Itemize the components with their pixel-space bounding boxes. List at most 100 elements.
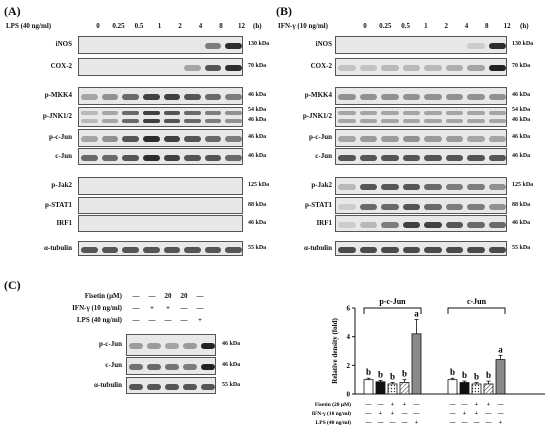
row-label: IRF1 xyxy=(56,218,72,227)
blot-band xyxy=(381,65,399,71)
row-label: p-MKK4 xyxy=(304,91,332,99)
blot-band xyxy=(445,136,463,142)
blot-band xyxy=(402,246,420,253)
blot-band xyxy=(101,136,119,142)
blot-band xyxy=(122,94,139,100)
kda-label: 46 kDa xyxy=(512,219,531,226)
chart-condition-symbol: + xyxy=(475,411,479,417)
blot-band xyxy=(424,184,442,190)
panel-a-label: (A) xyxy=(4,4,21,18)
row-label: COX-2 xyxy=(310,62,332,70)
condition-symbol: — xyxy=(132,316,140,324)
blot-band xyxy=(488,111,506,115)
lane-label: 0.5 xyxy=(134,22,144,30)
bar xyxy=(459,382,470,395)
blot-band xyxy=(338,221,356,228)
bar xyxy=(399,382,410,395)
kda-label: 55 kDa xyxy=(222,381,241,388)
condition-symbol: — xyxy=(180,304,188,312)
blot-band xyxy=(129,364,143,370)
significance-letter: b xyxy=(450,367,455,377)
row-label: iNOS xyxy=(315,40,332,48)
blot-band xyxy=(225,94,242,100)
blot-band xyxy=(381,221,399,228)
blot-band xyxy=(184,111,201,115)
blot-band xyxy=(381,136,399,142)
chart-condition-symbol: + xyxy=(415,420,419,426)
blot-band xyxy=(467,203,485,210)
blot-band xyxy=(201,343,215,349)
condition-symbol: — xyxy=(180,316,188,324)
y-tick-label: 4 xyxy=(347,333,351,341)
blot-band xyxy=(488,221,506,228)
blot-band xyxy=(165,383,179,390)
panel-a-treatment: LPS (40 ng/ml) xyxy=(6,22,52,30)
row-label: c-Jun xyxy=(315,151,332,160)
significance-letter: b xyxy=(474,372,479,382)
kda-label: 46 kDa xyxy=(248,117,267,123)
lane-label: 0 xyxy=(363,22,367,30)
blot-band xyxy=(225,246,242,253)
blot-band xyxy=(184,65,201,71)
blot-band xyxy=(163,111,181,115)
condition-symbol: — xyxy=(132,304,140,312)
blot-band xyxy=(147,364,161,370)
blot-band xyxy=(467,184,485,190)
row-label: p-Jak2 xyxy=(311,181,332,189)
blot-band xyxy=(101,154,119,161)
blot-strip xyxy=(78,241,243,256)
y-axis-title: Relative density (fold) xyxy=(331,317,339,383)
bar xyxy=(375,381,386,395)
blot-band xyxy=(402,203,420,210)
condition-symbol: — xyxy=(148,316,156,324)
blot-band xyxy=(81,111,98,115)
blot-strip xyxy=(335,87,507,105)
blot-band xyxy=(488,246,506,253)
chart-condition-symbol: + xyxy=(463,411,467,417)
blot-band xyxy=(204,119,222,123)
blot-band xyxy=(142,94,160,100)
blot-strip xyxy=(335,107,507,127)
blot-band xyxy=(204,94,222,100)
blot-strip xyxy=(78,197,243,214)
kda-label: 70 kDa xyxy=(248,63,267,69)
panel-b-unit: (h) xyxy=(520,22,529,30)
chart-condition-symbol: — xyxy=(413,402,421,408)
blot-strip xyxy=(335,177,507,195)
blot-strip xyxy=(78,148,243,165)
blot-band xyxy=(122,111,139,115)
kda-label: 46 kDa xyxy=(512,117,531,123)
blot-band xyxy=(225,119,242,123)
significance-letter: b xyxy=(366,367,371,377)
kda-label: 130 kDa xyxy=(512,41,534,47)
blot-band xyxy=(225,136,242,142)
blot-band xyxy=(183,383,197,390)
blot-band xyxy=(142,154,160,161)
blot-band xyxy=(122,246,139,253)
blot-band xyxy=(445,184,463,190)
blot-band xyxy=(81,154,98,161)
blot-band xyxy=(445,65,463,71)
blot-band xyxy=(142,136,160,142)
blot-band xyxy=(467,154,485,161)
panel-a-unit: (h) xyxy=(253,22,262,30)
blot-band xyxy=(204,111,222,115)
blot-band xyxy=(101,94,119,100)
significance-letter: b xyxy=(486,370,491,380)
bar xyxy=(471,383,482,395)
blot-band xyxy=(445,119,463,123)
blot-band xyxy=(338,184,356,190)
blot-band xyxy=(183,343,197,349)
blot-strip xyxy=(335,197,507,214)
blot-band xyxy=(424,221,442,228)
kda-label: 125 kDa xyxy=(248,182,270,188)
blot-band xyxy=(488,203,506,210)
kda-label: 125 kDa xyxy=(512,182,534,188)
row-label: p-MKK4 xyxy=(44,91,72,99)
lane-label: 2 xyxy=(444,22,448,30)
blot-band xyxy=(467,221,485,228)
lane-label: 12 xyxy=(238,22,245,30)
chart-condition-symbol: + xyxy=(379,411,383,417)
blot-band xyxy=(338,111,356,115)
lane-label: 1 xyxy=(157,22,162,30)
